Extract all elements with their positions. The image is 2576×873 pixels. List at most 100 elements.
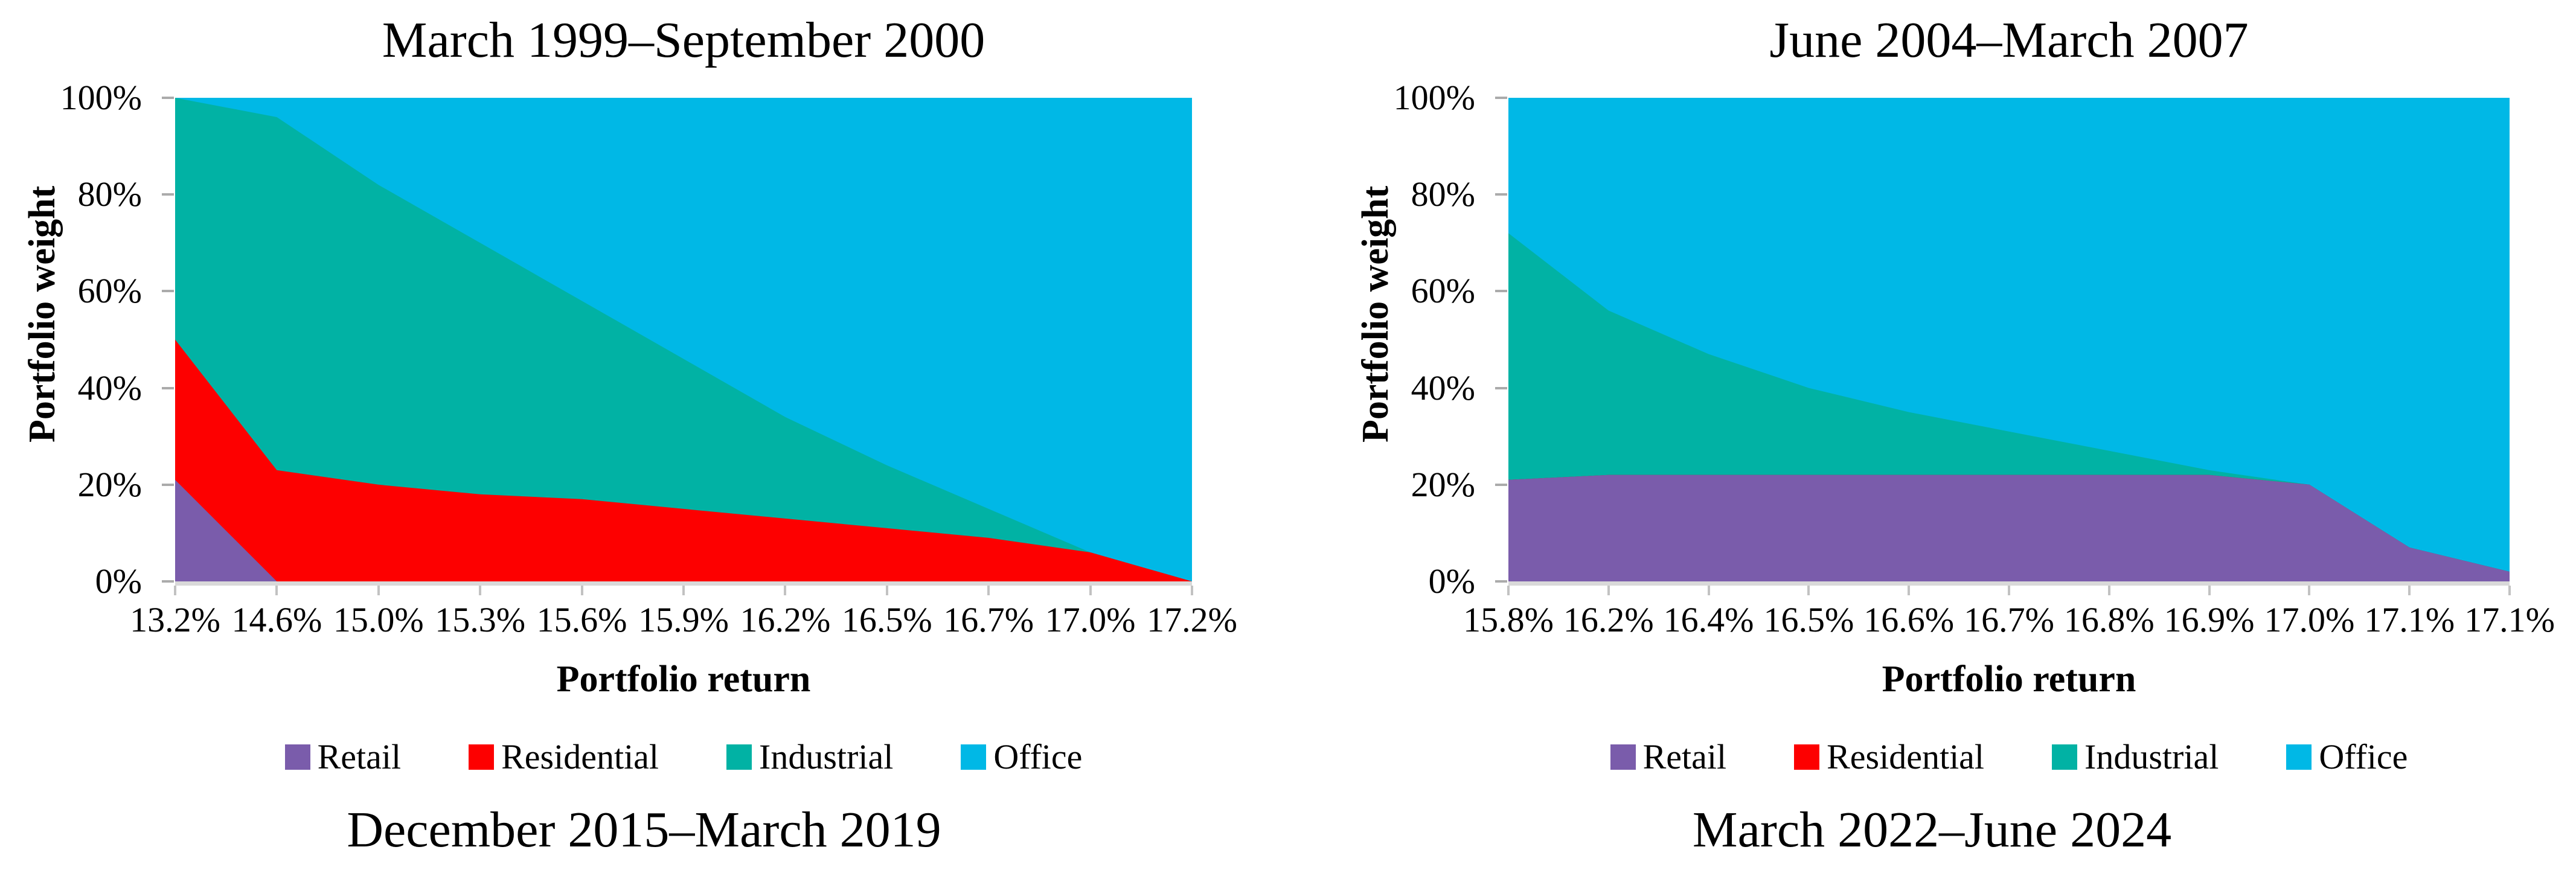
x-tick-mark [1089,586,1092,595]
x-tick-mark [682,586,685,595]
legend-swatch-office [2286,744,2312,770]
legend: Retail Residential Industrial Office [1508,737,2510,777]
x-tick-mark [2107,586,2110,595]
x-tick-label: 17.1% [2364,600,2455,639]
x-tick-label: 16.5% [841,600,932,639]
legend-item-industrial: Industrial [2052,737,2219,777]
x-tick-label: 16.9% [2164,600,2255,639]
x-tick-label: 15.9% [638,600,729,639]
x-tick-label: 17.1% [2464,600,2555,639]
legend-swatch-residential [469,744,495,770]
x-tick-mark [1707,586,1710,595]
x-tick-label: 17.0% [2264,600,2355,639]
x-axis-title: Portfolio return [556,659,811,700]
legend-label: Office [2319,737,2408,776]
x-axis-title: Portfolio return [1882,659,2136,700]
y-tick-label: 60% [77,271,142,311]
legend-item-office: Office [961,737,1082,777]
x-tick-mark [174,586,176,595]
x-tick-mark [1191,586,1193,595]
chart-panel-right: June 2004–March 2007 Portfolio weight Po… [1288,0,2576,873]
y-tick-mark [1495,97,1507,99]
x-tick-label: 15.0% [333,600,424,639]
x-tick-label: 17.0% [1045,600,1136,639]
x-tick-label: 15.3% [435,600,526,639]
chart-panel-left: March 1999–September 2000 Portfolio weig… [22,12,1237,858]
y-tick-mark [162,97,174,99]
x-tick-mark [1607,586,1610,595]
plot-area [175,98,1192,586]
x-tick-label: 16.5% [1763,600,1854,639]
x-tick-mark [275,586,278,595]
stacked-area-canvas [175,98,1192,581]
legend: Retail Residential Industrial Office [175,737,1192,777]
x-tick-mark [1507,586,1510,595]
plot-area [1508,98,2510,586]
y-tick-mark [162,193,174,196]
x-tick-label: 13.2% [130,600,220,639]
legend-label: Industrial [2084,737,2219,776]
x-tick-mark [784,586,787,595]
y-tick-label: 20% [1411,464,1475,504]
y-tick-mark [162,290,174,293]
legend-label: Office [993,737,1083,776]
y-tick-mark [162,386,174,389]
x-tick-label: 16.8% [2063,600,2155,639]
area-series-industrial [175,98,1192,581]
x-tick-label: 15.8% [1463,600,1554,639]
legend-item-residential: Residential [1794,737,1984,777]
x-tick-label: 16.6% [1863,600,1955,639]
y-tick-mark [1495,193,1507,196]
y-tick-label: 0% [95,561,142,601]
y-tick-label: 80% [1411,174,1475,214]
x-tick-mark [377,586,380,595]
y-tick-mark [162,483,174,486]
subfigure-caption: December 2015–March 2019 [347,802,941,858]
x-tick-mark [2408,586,2411,595]
y-tick-label: 40% [1411,368,1475,408]
y-tick-label: 80% [77,174,142,214]
legend-item-industrial: Industrial [726,737,893,777]
legend-label: Retail [1642,737,1727,776]
y-tick-label: 100% [60,78,142,117]
legend-label: Industrial [759,737,894,776]
x-tick-mark [2008,586,2010,595]
y-tick-mark [1495,290,1507,293]
chart-title: June 2004–March 2007 [1769,12,2249,68]
legend-label: Residential [1827,737,1985,776]
y-tick-mark [1495,386,1507,389]
y-tick-mark [1495,580,1507,583]
x-tick-label: 16.2% [1563,600,1654,639]
x-tick-label: 15.6% [536,600,627,639]
y-tick-label: 0% [1428,561,1475,601]
y-tick-label: 20% [77,464,142,504]
legend-swatch-industrial [2052,744,2078,770]
legend-swatch-retail [1610,744,1636,770]
x-tick-mark [479,586,482,595]
chart-title: March 1999–September 2000 [382,12,985,68]
x-tick-mark [1807,586,1810,595]
legend-swatch-retail [284,744,310,770]
stacked-area-canvas [1508,98,2510,581]
x-tick-label: 16.2% [740,600,831,639]
legend-item-retail: Retail [284,737,402,777]
y-tick-mark [162,580,174,583]
x-tick-mark [2308,586,2311,595]
x-tick-mark [580,586,583,595]
x-tick-mark [1908,586,1911,595]
legend-swatch-residential [1794,744,1820,770]
x-tick-label: 16.7% [943,600,1034,639]
x-tick-mark [2208,586,2211,595]
y-tick-mark [1495,483,1507,486]
legend-label: Retail [317,737,402,776]
x-tick-label: 14.6% [231,600,322,639]
legend-swatch-industrial [726,744,752,770]
x-tick-mark [987,586,990,595]
legend-item-office: Office [2286,737,2408,777]
x-tick-label: 17.2% [1147,600,1237,639]
area-series-residential [175,339,1192,581]
legend-label: Residential [501,737,659,776]
legend-item-retail: Retail [1610,737,1727,777]
x-tick-label: 16.4% [1663,600,1754,639]
